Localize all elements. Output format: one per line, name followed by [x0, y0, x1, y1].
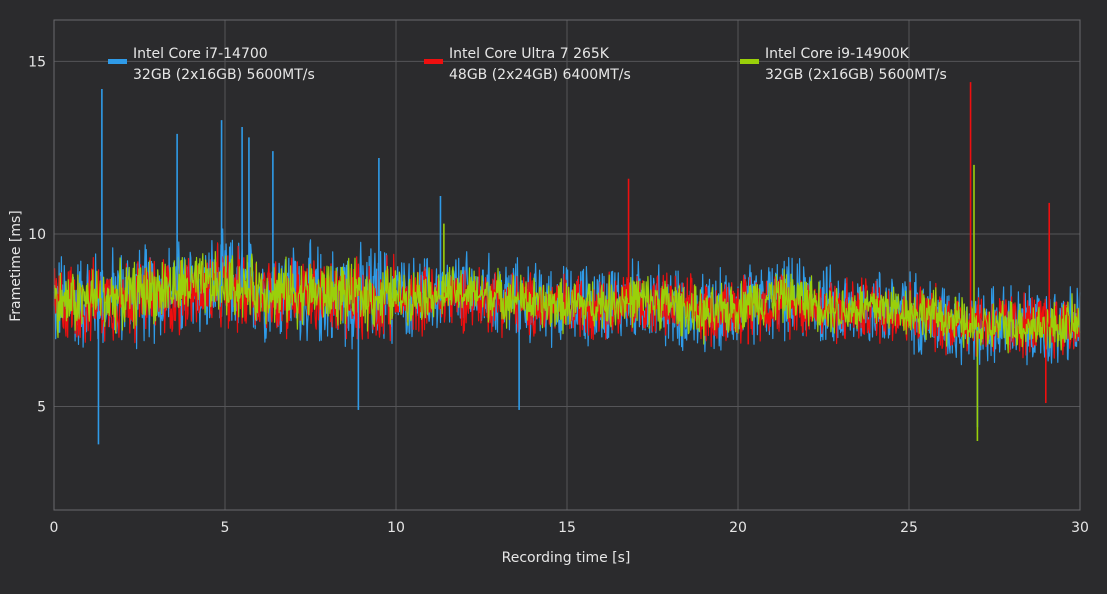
x-tick-label: 20: [729, 520, 747, 536]
y-tick-label: 15: [28, 54, 46, 70]
legend-name: Intel Core Ultra 7 265K: [449, 46, 610, 62]
x-tick-label: 5: [221, 520, 230, 536]
plot-frame: [53, 19, 1081, 511]
y-axis-label: Frametime [ms]: [8, 210, 24, 322]
x-axis-label: Recording time [s]: [502, 550, 631, 566]
spike-layer: [97, 82, 1051, 445]
legend-entry-2: Intel Core Ultra 7 265K 48GB (2x24GB) 640…: [424, 46, 631, 83]
legend-name: Intel Core i7-14700: [133, 46, 268, 62]
y-tick-label: 5: [37, 399, 46, 415]
legend-sublabel: 32GB (2x16GB) 5600MT/s: [133, 67, 315, 83]
legend-swatch: [108, 59, 127, 64]
x-tick-label: 25: [900, 520, 918, 536]
legend-sublabel: 48GB (2x24GB) 6400MT/s: [449, 67, 631, 83]
legend: Intel Core i7-14700 32GB (2x16GB) 5600MT/…: [108, 46, 947, 83]
y-tick-label: 10: [28, 227, 46, 243]
legend-swatch: [424, 59, 443, 64]
x-axis-ticks: 0 5 10 15 20 25 30: [50, 520, 1089, 536]
series-line-3: [53, 251, 1081, 357]
x-tick-label: 0: [50, 520, 59, 536]
legend-swatch: [740, 59, 759, 64]
legend-sublabel: 32GB (2x16GB) 5600MT/s: [765, 67, 947, 83]
y-axis-ticks: 5 10 15: [28, 54, 46, 415]
legend-entry-3: Intel Core i9-14900K 32GB (2x16GB) 5600MT…: [740, 46, 947, 83]
x-tick-label: 10: [387, 520, 405, 536]
series-layer: [53, 228, 1081, 366]
x-tick-label: 15: [558, 520, 576, 536]
legend-entry-1: Intel Core i7-14700 32GB (2x16GB) 5600MT/…: [108, 46, 315, 83]
x-tick-label: 30: [1071, 520, 1089, 536]
legend-name: Intel Core i9-14900K: [765, 46, 910, 62]
